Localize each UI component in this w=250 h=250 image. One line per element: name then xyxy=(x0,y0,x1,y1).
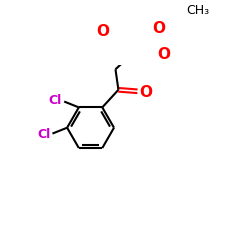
Text: O: O xyxy=(157,47,170,62)
Text: O: O xyxy=(140,85,153,100)
Text: Cl: Cl xyxy=(37,128,50,141)
Text: Cl: Cl xyxy=(49,94,62,107)
Text: O: O xyxy=(152,22,165,36)
Text: O: O xyxy=(96,24,109,39)
Text: CH₃: CH₃ xyxy=(186,4,209,17)
